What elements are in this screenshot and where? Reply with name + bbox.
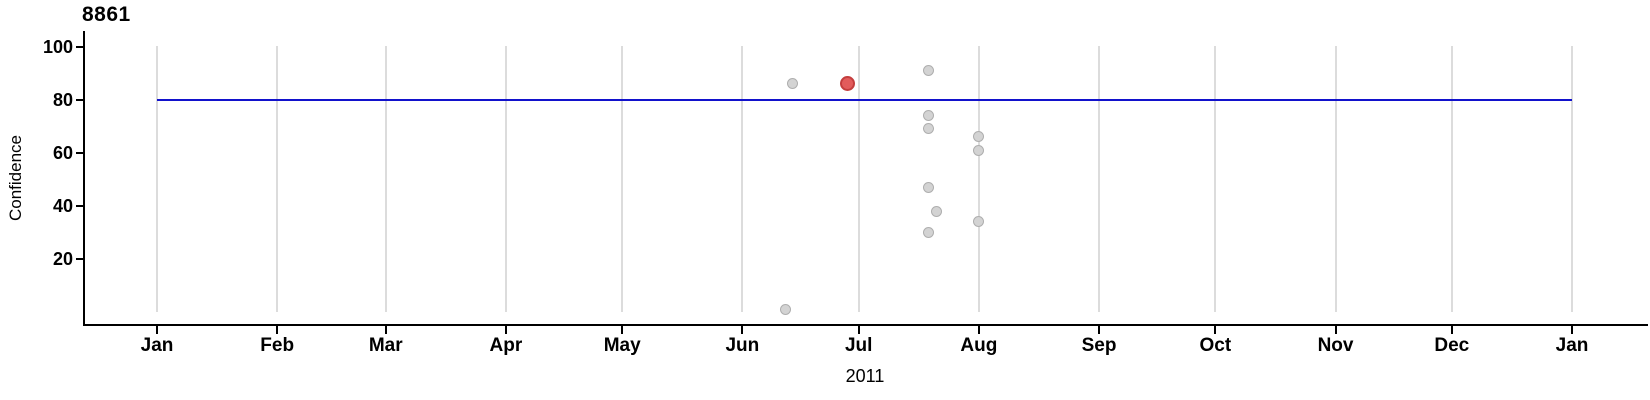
x-tick-label: Jan xyxy=(140,335,174,356)
data-point xyxy=(922,110,934,122)
y-tick-label: 100 xyxy=(42,36,73,57)
data-point xyxy=(973,131,985,143)
data-point xyxy=(922,181,934,193)
month-gridline xyxy=(1334,46,1337,312)
data-point xyxy=(922,123,934,135)
x-tick-mark xyxy=(1214,326,1217,334)
x-tick-mark xyxy=(741,326,744,334)
x-tick-mark xyxy=(977,326,980,334)
y-tick-label: 40 xyxy=(52,195,73,216)
x-tick-label: May xyxy=(603,335,641,356)
x-tick-label: Jun xyxy=(725,335,760,356)
x-tick-label: Apr xyxy=(489,335,523,356)
x-tick-label: Jan xyxy=(1555,335,1589,356)
x-tick-label: Dec xyxy=(1434,335,1470,356)
x-tick-label: Jul xyxy=(844,335,873,356)
x-tick-label: Aug xyxy=(960,335,998,356)
data-point xyxy=(973,144,985,156)
x-axis-line xyxy=(83,324,1648,326)
y-axis-line xyxy=(83,31,85,326)
highlighted-data-point xyxy=(839,76,855,92)
x-tick-label: Nov xyxy=(1317,335,1354,356)
month-gridline xyxy=(1450,46,1453,312)
month-gridline xyxy=(621,46,624,312)
data-point xyxy=(930,205,942,217)
data-point xyxy=(922,226,934,238)
month-gridline xyxy=(504,46,507,312)
x-tick-mark xyxy=(1334,326,1337,334)
data-point xyxy=(922,65,934,77)
y-tick-mark xyxy=(76,204,83,207)
data-point xyxy=(973,216,985,228)
x-tick-mark xyxy=(1450,326,1453,334)
month-gridline xyxy=(977,46,980,312)
x-tick-mark xyxy=(621,326,624,334)
x-tick-mark xyxy=(1098,326,1101,334)
x-tick-label: Mar xyxy=(368,335,403,356)
month-gridline xyxy=(741,46,744,312)
y-tick-label: 80 xyxy=(52,89,73,110)
month-gridline xyxy=(156,46,158,312)
chart-title: 8861 xyxy=(82,3,131,26)
x-axis-label: 2011 xyxy=(845,366,885,386)
y-tick-mark xyxy=(76,98,83,101)
x-tick-mark xyxy=(384,326,387,334)
x-tick-mark xyxy=(857,326,860,334)
x-tick-mark xyxy=(156,326,158,334)
y-tick-mark xyxy=(76,45,83,48)
month-gridline xyxy=(1098,46,1101,312)
x-tick-label: Feb xyxy=(260,335,295,356)
month-gridline xyxy=(857,46,860,312)
x-tick-mark xyxy=(276,326,279,334)
x-tick-label: Sep xyxy=(1081,335,1117,356)
data-point xyxy=(787,78,799,90)
y-tick-mark xyxy=(76,257,83,260)
x-tick-label: Oct xyxy=(1199,335,1232,356)
month-gridline xyxy=(384,46,387,312)
x-tick-mark xyxy=(504,326,507,334)
month-gridline xyxy=(1214,46,1217,312)
x-tick-mark xyxy=(1571,326,1573,334)
month-gridline xyxy=(1571,46,1573,312)
reference-line xyxy=(157,98,1572,101)
y-tick-label: 60 xyxy=(52,142,73,163)
month-gridline xyxy=(276,46,279,312)
data-point xyxy=(779,303,791,315)
y-tick-mark xyxy=(76,151,83,154)
y-tick-label: 20 xyxy=(52,248,73,269)
